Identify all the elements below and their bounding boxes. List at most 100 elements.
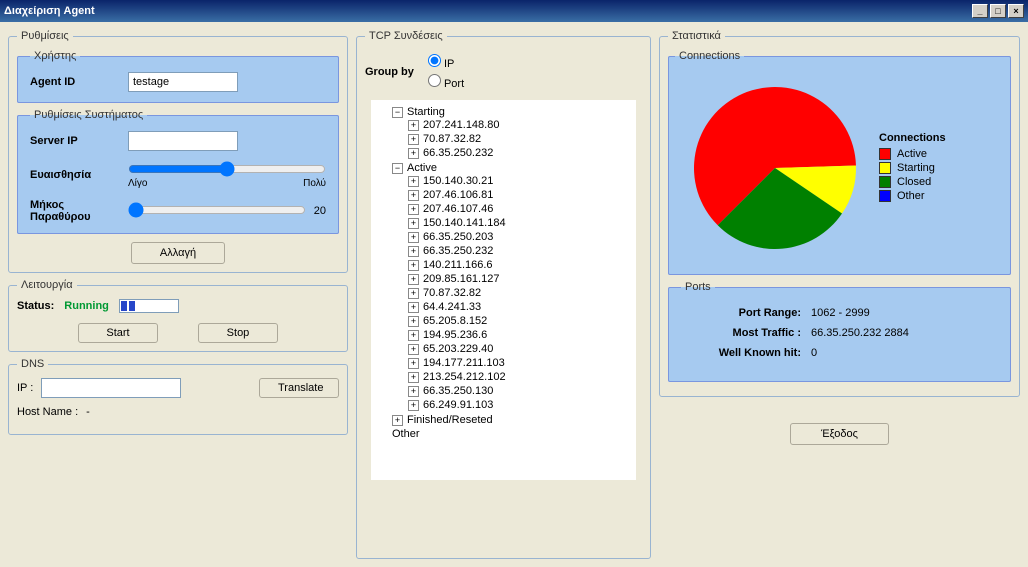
tcp-group: TCP Συνδέσεις Group by IP Port −Starting…: [356, 30, 651, 559]
collapse-icon[interactable]: −: [392, 163, 403, 174]
expand-icon[interactable]: +: [408, 372, 419, 383]
tree-node[interactable]: +207.46.107.46: [408, 202, 631, 216]
expand-icon[interactable]: +: [408, 148, 419, 159]
expand-icon[interactable]: +: [408, 260, 419, 271]
connections-legend: Connections: [675, 50, 744, 62]
expand-icon[interactable]: +: [408, 344, 419, 355]
groupby-ip-option[interactable]: IP: [428, 54, 464, 70]
tree-node[interactable]: +65.205.8.152: [408, 314, 631, 328]
expand-icon[interactable]: +: [408, 386, 419, 397]
status-label: Status:: [17, 300, 54, 312]
dns-ip-input[interactable]: [41, 378, 181, 398]
tree-node[interactable]: +194.95.236.6: [408, 328, 631, 342]
groupby-port-option[interactable]: Port: [428, 74, 464, 90]
expand-icon[interactable]: +: [408, 302, 419, 313]
tree-node[interactable]: +209.85.161.127: [408, 272, 631, 286]
expand-icon[interactable]: +: [408, 176, 419, 187]
tree-node[interactable]: +66.35.250.203: [408, 230, 631, 244]
tree-label: Finished/Reseted: [407, 414, 493, 426]
tree-label: 209.85.161.127: [423, 273, 499, 285]
tree-node[interactable]: +150.140.141.184: [408, 216, 631, 230]
legend-swatch: [879, 176, 891, 188]
tree-node[interactable]: +70.87.32.82: [408, 286, 631, 300]
window-title: Διαχείριση Agent: [4, 5, 972, 17]
dns-ip-label: IP :: [17, 382, 33, 394]
tcp-legend: TCP Συνδέσεις: [365, 30, 447, 42]
expand-icon[interactable]: +: [408, 120, 419, 131]
start-button[interactable]: Start: [78, 323, 158, 343]
tree-node[interactable]: +66.35.250.232: [408, 244, 631, 258]
close-button[interactable]: ×: [1008, 4, 1024, 18]
server-ip-input[interactable]: [128, 131, 238, 151]
expand-icon[interactable]: +: [408, 232, 419, 243]
groupby-port-radio[interactable]: [428, 74, 441, 87]
tree-node[interactable]: +207.46.106.81: [408, 188, 631, 202]
expand-icon[interactable]: +: [408, 190, 419, 201]
tree-node[interactable]: +150.140.30.21: [408, 174, 631, 188]
expand-icon[interactable]: +: [408, 274, 419, 285]
status-value: Running: [64, 300, 109, 312]
tree-label: Active: [407, 162, 437, 174]
tree-label: 70.87.32.82: [423, 133, 481, 145]
expand-icon[interactable]: +: [408, 400, 419, 411]
expand-icon[interactable]: +: [408, 358, 419, 369]
expand-icon[interactable]: +: [408, 288, 419, 299]
maximize-button[interactable]: □: [990, 4, 1006, 18]
tree-label: 194.95.236.6: [423, 329, 487, 341]
exit-button[interactable]: Έξοδος: [790, 423, 889, 445]
tree-node[interactable]: +70.87.32.82: [408, 132, 631, 146]
expand-icon[interactable]: +: [408, 218, 419, 229]
tree-node[interactable]: Other: [392, 427, 631, 441]
tree-node[interactable]: +66.35.250.232: [408, 146, 631, 160]
tree-node[interactable]: + Finished/Reseted: [392, 413, 631, 427]
groupby-label: Group by: [365, 66, 414, 78]
operation-legend: Λειτουργία: [17, 279, 77, 291]
tree-label: 150.140.30.21: [423, 175, 493, 187]
change-button[interactable]: Αλλαγή: [131, 242, 225, 264]
expand-icon[interactable]: +: [408, 330, 419, 341]
expand-icon[interactable]: +: [408, 316, 419, 327]
window-controls: _ □ ×: [972, 4, 1024, 18]
tree-label: 150.140.141.184: [423, 217, 506, 229]
settings-group: Ρυθμίσεις Χρήστης Agent ID Ρυθμίσεις Συσ…: [8, 30, 348, 273]
groupby-ip-radio[interactable]: [428, 54, 441, 67]
well-known-value: 0: [811, 347, 817, 359]
minimize-button[interactable]: _: [972, 4, 988, 18]
tree-label: 65.205.8.152: [423, 315, 487, 327]
tree-node[interactable]: −Starting+207.241.148.80+70.87.32.82+66.…: [392, 105, 631, 161]
legend-label: Other: [897, 190, 925, 202]
legend-item: Closed: [879, 176, 946, 188]
agent-id-input[interactable]: [128, 72, 238, 92]
tree-node[interactable]: −Active+150.140.30.21+207.46.106.81+207.…: [392, 161, 631, 413]
translate-button[interactable]: Translate: [259, 378, 339, 398]
tree-node[interactable]: +66.249.91.103: [408, 398, 631, 412]
stats-legend: Στατιστικά: [668, 30, 725, 42]
tree-node[interactable]: +65.203.229.40: [408, 342, 631, 356]
window-len-label: Μήκος Παραθύρου: [30, 199, 120, 223]
sensitivity-slider[interactable]: [128, 161, 326, 177]
tree-node[interactable]: +140.211.166.6: [408, 258, 631, 272]
agent-id-label: Agent ID: [30, 76, 120, 88]
tree-label: 140.211.166.6: [423, 259, 493, 271]
collapse-icon[interactable]: −: [392, 107, 403, 118]
ports-group: Ports Port Range: 1062 - 2999 Most Traff…: [668, 281, 1011, 382]
window-len-slider[interactable]: [128, 202, 306, 218]
tree-node[interactable]: +213.254.212.102: [408, 370, 631, 384]
expand-icon[interactable]: +: [408, 134, 419, 145]
expand-icon[interactable]: +: [408, 246, 419, 257]
most-traffic-value: 66.35.250.232 2884: [811, 327, 909, 339]
legend-swatch: [879, 162, 891, 174]
tree-node[interactable]: +207.241.148.80: [408, 118, 631, 132]
window-len-value: 20: [314, 205, 326, 217]
tree-node[interactable]: +66.35.250.130: [408, 384, 631, 398]
system-legend: Ρυθμίσεις Συστήματος: [30, 109, 147, 121]
expand-icon[interactable]: +: [392, 415, 403, 426]
connection-tree[interactable]: −Starting+207.241.148.80+70.87.32.82+66.…: [371, 100, 636, 480]
tree-label: Starting: [407, 106, 445, 118]
most-traffic-label: Most Traffic :: [681, 327, 801, 339]
stop-button[interactable]: Stop: [198, 323, 278, 343]
tree-label: 66.35.250.203: [423, 231, 493, 243]
expand-icon[interactable]: +: [408, 204, 419, 215]
tree-node[interactable]: +194.177.211.103: [408, 356, 631, 370]
tree-node[interactable]: +64.4.241.33: [408, 300, 631, 314]
